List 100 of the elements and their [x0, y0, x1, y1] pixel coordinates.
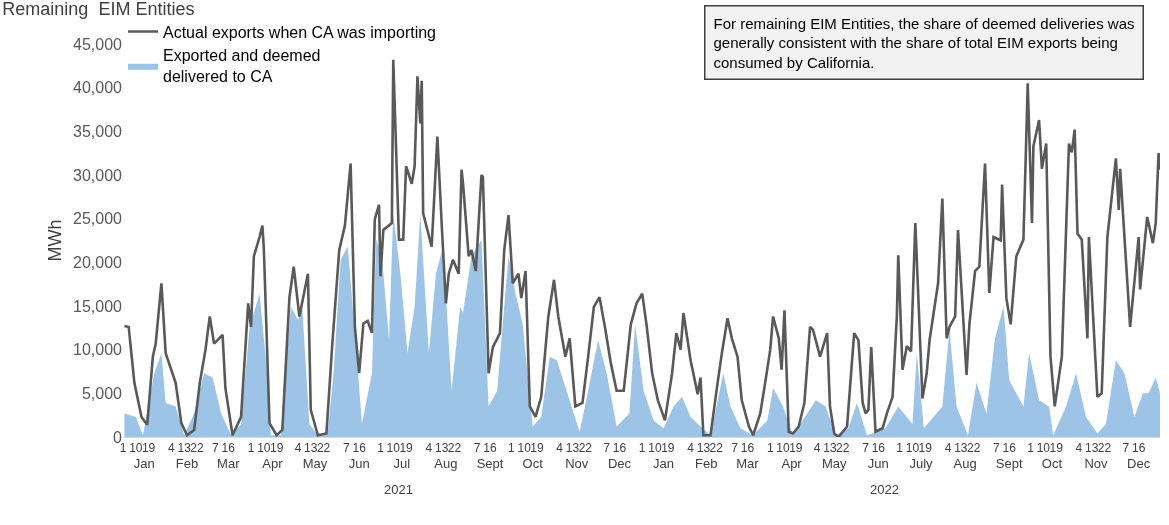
x2-tick-label: Sept — [995, 455, 1023, 471]
y-tick-label: 20,000 — [73, 253, 123, 271]
x-tick-label: 13 — [696, 441, 711, 456]
x-tick-label: 10 — [905, 441, 920, 456]
x2-tick-label: Dec — [1127, 455, 1151, 471]
y-tick-label: 10,000 — [73, 341, 123, 359]
x-tick-label: 19 — [661, 441, 675, 456]
x-tick-label: 16 — [871, 441, 886, 456]
x2-tick-label: Aug — [953, 455, 977, 471]
x-tick-label: 10 — [776, 441, 791, 456]
x2-tick-label: Oct — [522, 455, 544, 471]
x2-tick-label: May — [302, 455, 328, 471]
x-tick-label: 19 — [269, 441, 284, 456]
x2-tick-label: Nov — [565, 455, 589, 471]
x-tick-label: 13 — [954, 441, 968, 456]
y-tick-label: 35,000 — [73, 122, 123, 140]
x2-tick-label: Mar — [217, 455, 241, 471]
x-tick-label: 19 — [789, 441, 803, 456]
x-tick-label: 10 — [257, 441, 271, 456]
x-tick-label: 1 — [896, 441, 904, 456]
x-tick-label: 4 — [813, 441, 821, 456]
x-tick-label: 16 — [1002, 441, 1017, 456]
x-tick-label: 19 — [530, 441, 544, 456]
x2-tick-label: July — [909, 455, 934, 471]
x2-tick-label: Jan — [653, 455, 675, 471]
x2-tick-label: Oct — [1041, 455, 1063, 471]
x-tick-label: 13 — [1085, 441, 1099, 456]
x-tick-label: 16 — [483, 441, 497, 456]
x-tick-label: 16 — [1131, 441, 1146, 456]
x2-tick-label: Sept — [476, 455, 504, 471]
x-tick-label: 7 — [862, 441, 870, 456]
x2-tick-label: Jun — [348, 455, 370, 471]
x-tick-label: 13 — [304, 441, 318, 456]
y-axis-title: MWh — [45, 219, 66, 262]
chart-title: Remaining EIM Entities — [2, 0, 195, 20]
x2-tick-label: Nov — [1084, 455, 1109, 471]
x-tick-label: 1 — [377, 441, 385, 456]
x-tick-label: 7 — [993, 441, 1001, 456]
text: 2021 — [384, 482, 413, 497]
x-tick-label: 19 — [918, 441, 933, 456]
x-tick-label: 22 — [578, 441, 593, 456]
x2-tick-label: Apr — [262, 455, 284, 471]
y-tick-label: 30,000 — [73, 166, 123, 184]
x-tick-label: 13 — [434, 441, 449, 456]
legend-label: Actual exports when CA was importing — [163, 23, 437, 41]
y-tick-label: 40,000 — [73, 79, 123, 97]
x-tick-label: 22 — [447, 441, 462, 456]
x-tick-label: 1 — [638, 441, 646, 456]
x-tick-label: 13 — [177, 441, 192, 456]
legend-label: Exported and deemed delivered to CA — [163, 47, 321, 86]
x-tick-label: 10 — [129, 441, 143, 456]
x-tick-label: 22 — [836, 441, 850, 456]
x-tick-label: 4 — [168, 441, 176, 456]
x2-tick-label: Feb — [695, 455, 718, 471]
x-tick-label: 4 — [425, 441, 433, 456]
x2-tick-label: Jul — [393, 455, 411, 471]
x-tick-label: 7 — [473, 441, 481, 456]
y-tick-label: 45,000 — [73, 35, 123, 53]
x-tick-label: 4 — [556, 441, 564, 456]
x-tick-label: 7 — [212, 441, 220, 456]
x-tick-label: 7 — [731, 441, 739, 456]
x-tick-label: 22 — [709, 441, 724, 456]
x-tick-label: 10 — [517, 441, 532, 456]
text: 2022 — [870, 482, 899, 497]
x-tick-label: 16 — [740, 441, 755, 456]
x-tick-label: 1 — [1027, 441, 1035, 456]
x-tick-label: 7 — [1122, 441, 1130, 456]
x-tick-label: 22 — [316, 441, 331, 456]
x-tick-label: 1 — [508, 441, 515, 456]
x2-tick-label: Mar — [736, 455, 760, 471]
x-tick-label: 19 — [1049, 441, 1064, 456]
x-tick-label: 7 — [342, 441, 350, 456]
x-tick-label: 16 — [612, 441, 627, 456]
x-tick-label: 4 — [687, 441, 695, 456]
x-tick-label: 13 — [823, 441, 837, 456]
x2-tick-label: Dec — [607, 455, 632, 471]
x2-tick-label: May — [821, 455, 848, 471]
x-tick-label: 13 — [565, 441, 580, 456]
x-tick-label: 4 — [294, 441, 302, 456]
x-tick-label: 16 — [352, 441, 367, 456]
annotation: For remaining EIM Entities, the share of deemed deliveries was generally consistent with the share of total EIM exports being consumed by California. — [713, 14, 1135, 71]
x-tick-label: 16 — [221, 441, 236, 456]
y-tick-label: 25,000 — [73, 210, 123, 228]
x-tick-label: 19 — [399, 441, 414, 456]
x-tick-label: 4 — [1075, 441, 1083, 456]
x-tick-label: 19 — [141, 441, 156, 456]
x-tick-label: 1 — [247, 441, 255, 456]
x-tick-label: 1 — [766, 441, 774, 456]
x2-tick-label: Jun — [867, 455, 889, 471]
x-tick-label: 22 — [190, 441, 204, 456]
x-tick-label: 22 — [966, 441, 981, 456]
x2-tick-label: Apr — [781, 455, 803, 471]
x2-tick-label: Jan — [133, 455, 155, 471]
x2-tick-label: Aug — [434, 455, 458, 471]
x-tick-label: 10 — [648, 441, 662, 456]
x-tick-label: 10 — [1036, 441, 1051, 456]
x-tick-label: 22 — [1097, 441, 1112, 456]
x-tick-label: 4 — [944, 441, 952, 456]
x-tick-label: 10 — [386, 441, 401, 456]
x2-tick-label: Feb — [175, 455, 199, 471]
